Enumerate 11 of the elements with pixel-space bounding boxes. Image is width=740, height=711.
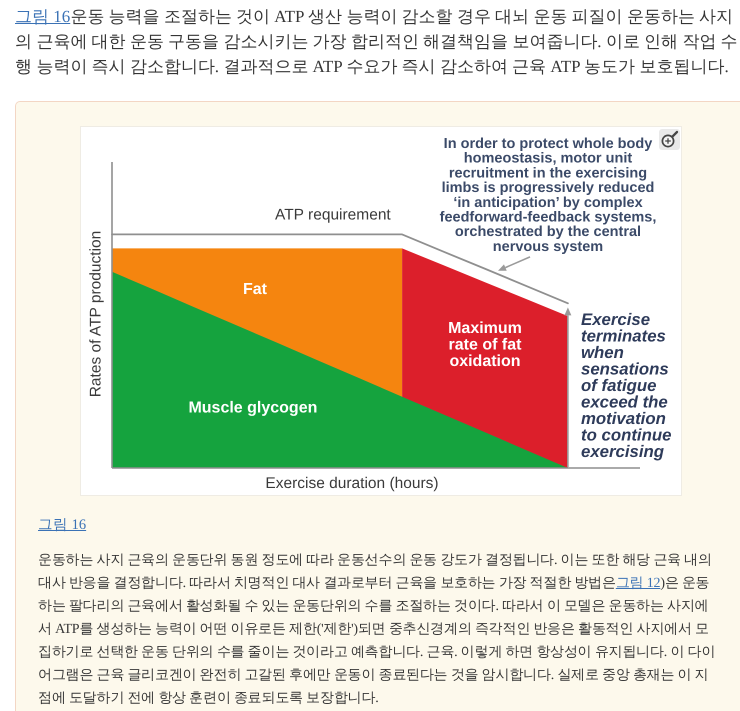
- series-label: Maximum rate of fat oxidation: [448, 320, 522, 370]
- y-axis-title: Rates of ATP production: [88, 230, 104, 398]
- annotation: In order to protect whole body homeostasis, motor unit recruitment in the exercising limbs is progressively reduced ‘in anticipation’ by complex feedforward-feedback systems, orchestrated by the central nervous system: [440, 136, 656, 255]
- series-label: Muscle glycogen: [188, 399, 318, 416]
- caption: 그림 12: [616, 576, 660, 591]
- series-label: ATP requirement: [275, 206, 392, 224]
- text: Exercise terminates when sensations of fatigue exceed the motivation to continue exercising: [581, 310, 672, 461]
- caption: 그림 16: [38, 517, 86, 533]
- series-label: Fat: [242, 280, 268, 298]
- caption: 그림 16: [15, 7, 70, 26]
- x-axis-title: Exercise duration (hours): [265, 475, 439, 492]
